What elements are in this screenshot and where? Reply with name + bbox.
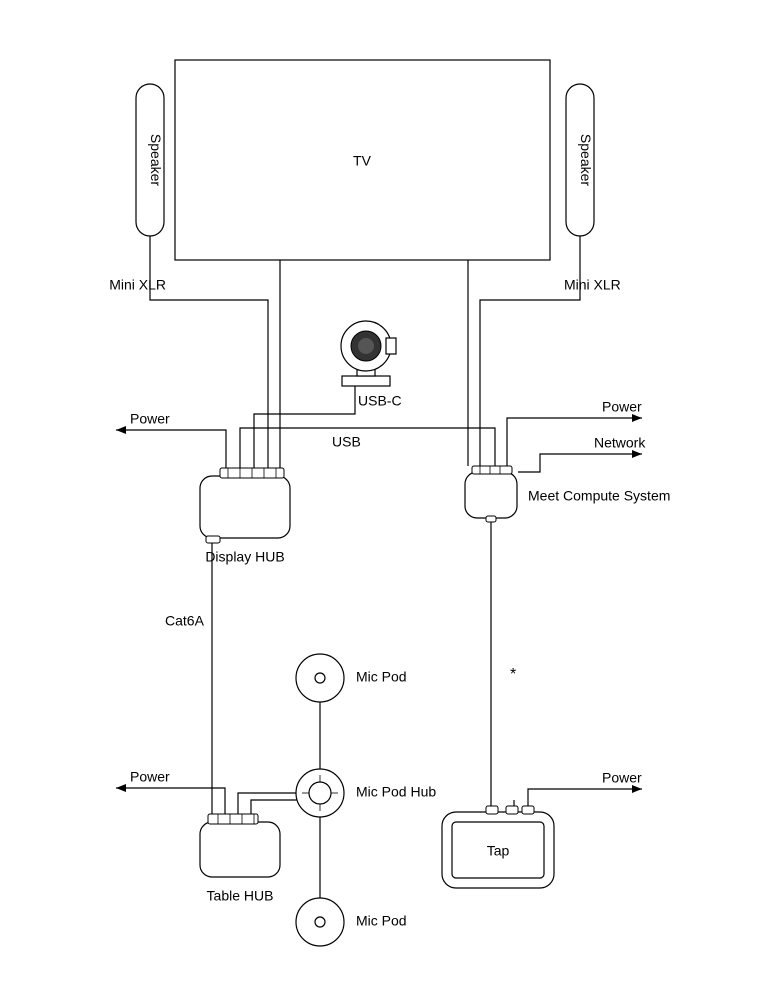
mic-pod-hub-node: Mic Pod Hub	[296, 769, 436, 817]
wiring-diagram: TV Speaker Speaker Display HUB	[0, 0, 757, 1000]
edge-label-star: *	[510, 666, 516, 683]
meet-compute-label: Meet Compute System	[528, 488, 670, 504]
speaker-right-label: Speaker	[578, 134, 594, 186]
edge-label-pwrTH: Power	[130, 769, 170, 785]
table-hub-label: Table HUB	[207, 888, 274, 904]
tap-node: Tap	[442, 806, 554, 888]
mic-pod-1-node: Mic Pod	[296, 654, 407, 702]
meet-compute-node: Meet Compute System	[465, 466, 670, 522]
display-hub-node: Display HUB	[200, 468, 290, 565]
speaker-left-label: Speaker	[148, 134, 164, 186]
mic-pod-2-node: Mic Pod	[296, 898, 407, 946]
edge-label-net: Network	[594, 435, 646, 451]
mic-pod-hub-label: Mic Pod Hub	[356, 784, 436, 800]
edge-label-pwrDH: Power	[130, 411, 170, 427]
tv-node: TV	[175, 60, 550, 260]
edge-label-pwrTap: Power	[602, 770, 642, 786]
speaker-right-node: Speaker	[566, 84, 594, 236]
mic-pod-1-label: Mic Pod	[356, 669, 407, 685]
edge-label-xlrR: Mini XLR	[564, 277, 621, 293]
edge-label-xlrL: Mini XLR	[109, 277, 166, 293]
edge-label-pwrMC: Power	[602, 399, 642, 415]
edge-label-cat6a: Cat6A	[165, 613, 205, 629]
camera-node	[341, 321, 396, 386]
tap-label: Tap	[487, 843, 510, 859]
edge-label-usb: USB	[332, 434, 361, 450]
speaker-left-node: Speaker	[136, 84, 164, 236]
table-hub-node: Table HUB	[200, 814, 280, 904]
edge-label-usbc: USB-C	[358, 393, 402, 409]
display-hub-label: Display HUB	[205, 549, 284, 565]
mic-pod-2-label: Mic Pod	[356, 913, 407, 929]
tv-label: TV	[353, 153, 372, 169]
